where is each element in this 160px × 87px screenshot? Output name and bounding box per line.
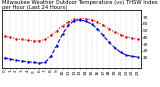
Text: Milwaukee Weather Outdoor Temperature (vs) THSW Index per Hour (Last 24 Hours): Milwaukee Weather Outdoor Temperature (v…: [2, 0, 157, 10]
